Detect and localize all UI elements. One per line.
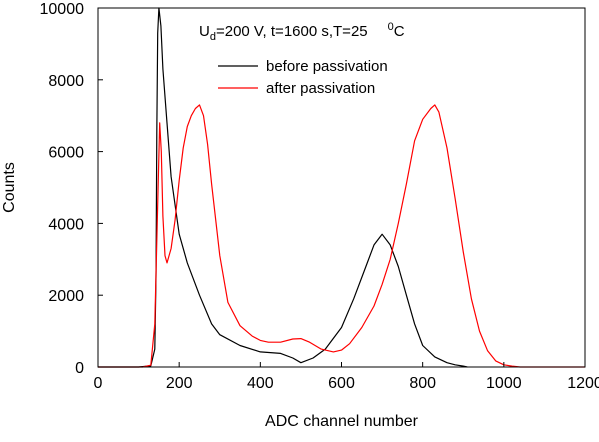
annotation-u-subscript: d — [210, 31, 216, 43]
series-line-1 — [98, 104, 585, 368]
annotation-body: =200 V, t=1600 s,T=25 — [216, 23, 368, 40]
legend-label-1: after passivation — [266, 80, 375, 97]
annotation-degree-superscript: 0 — [388, 21, 394, 33]
x-tick-label: 1200 — [567, 375, 599, 392]
y-tick-label: 4000 — [48, 216, 84, 233]
x-axis: 0 200 400 600 800 1000 1200 — [94, 362, 599, 392]
legend-label-0: before passivation — [266, 58, 388, 75]
series-line-0 — [98, 7, 468, 368]
x-axis-label: ADC channel number — [265, 413, 419, 430]
y-axis-label: Counts — [1, 162, 18, 213]
x-tick-label: 400 — [247, 375, 274, 392]
annotation-u: U — [199, 23, 210, 40]
annotation-unit: C — [394, 23, 405, 40]
y-tick-label: 0 — [75, 360, 84, 377]
x-tick-label: 800 — [409, 375, 436, 392]
y-tick-label: 8000 — [48, 73, 84, 90]
x-tick-label: 0 — [94, 375, 103, 392]
conditions-annotation: Ud=200 V, t=1600 s,T=25 0C — [199, 21, 405, 43]
y-tick-label: 10000 — [40, 1, 85, 18]
x-tick-label: 600 — [328, 375, 355, 392]
legend: before passivation after passivation — [218, 58, 388, 97]
x-tick-label: 200 — [166, 375, 193, 392]
y-axis: 0 2000 4000 6000 8000 10000 — [40, 1, 103, 377]
x-tick-label: 1000 — [486, 375, 522, 392]
y-tick-label: 6000 — [48, 145, 84, 162]
series-layer — [98, 7, 585, 368]
y-tick-label: 2000 — [48, 288, 84, 305]
